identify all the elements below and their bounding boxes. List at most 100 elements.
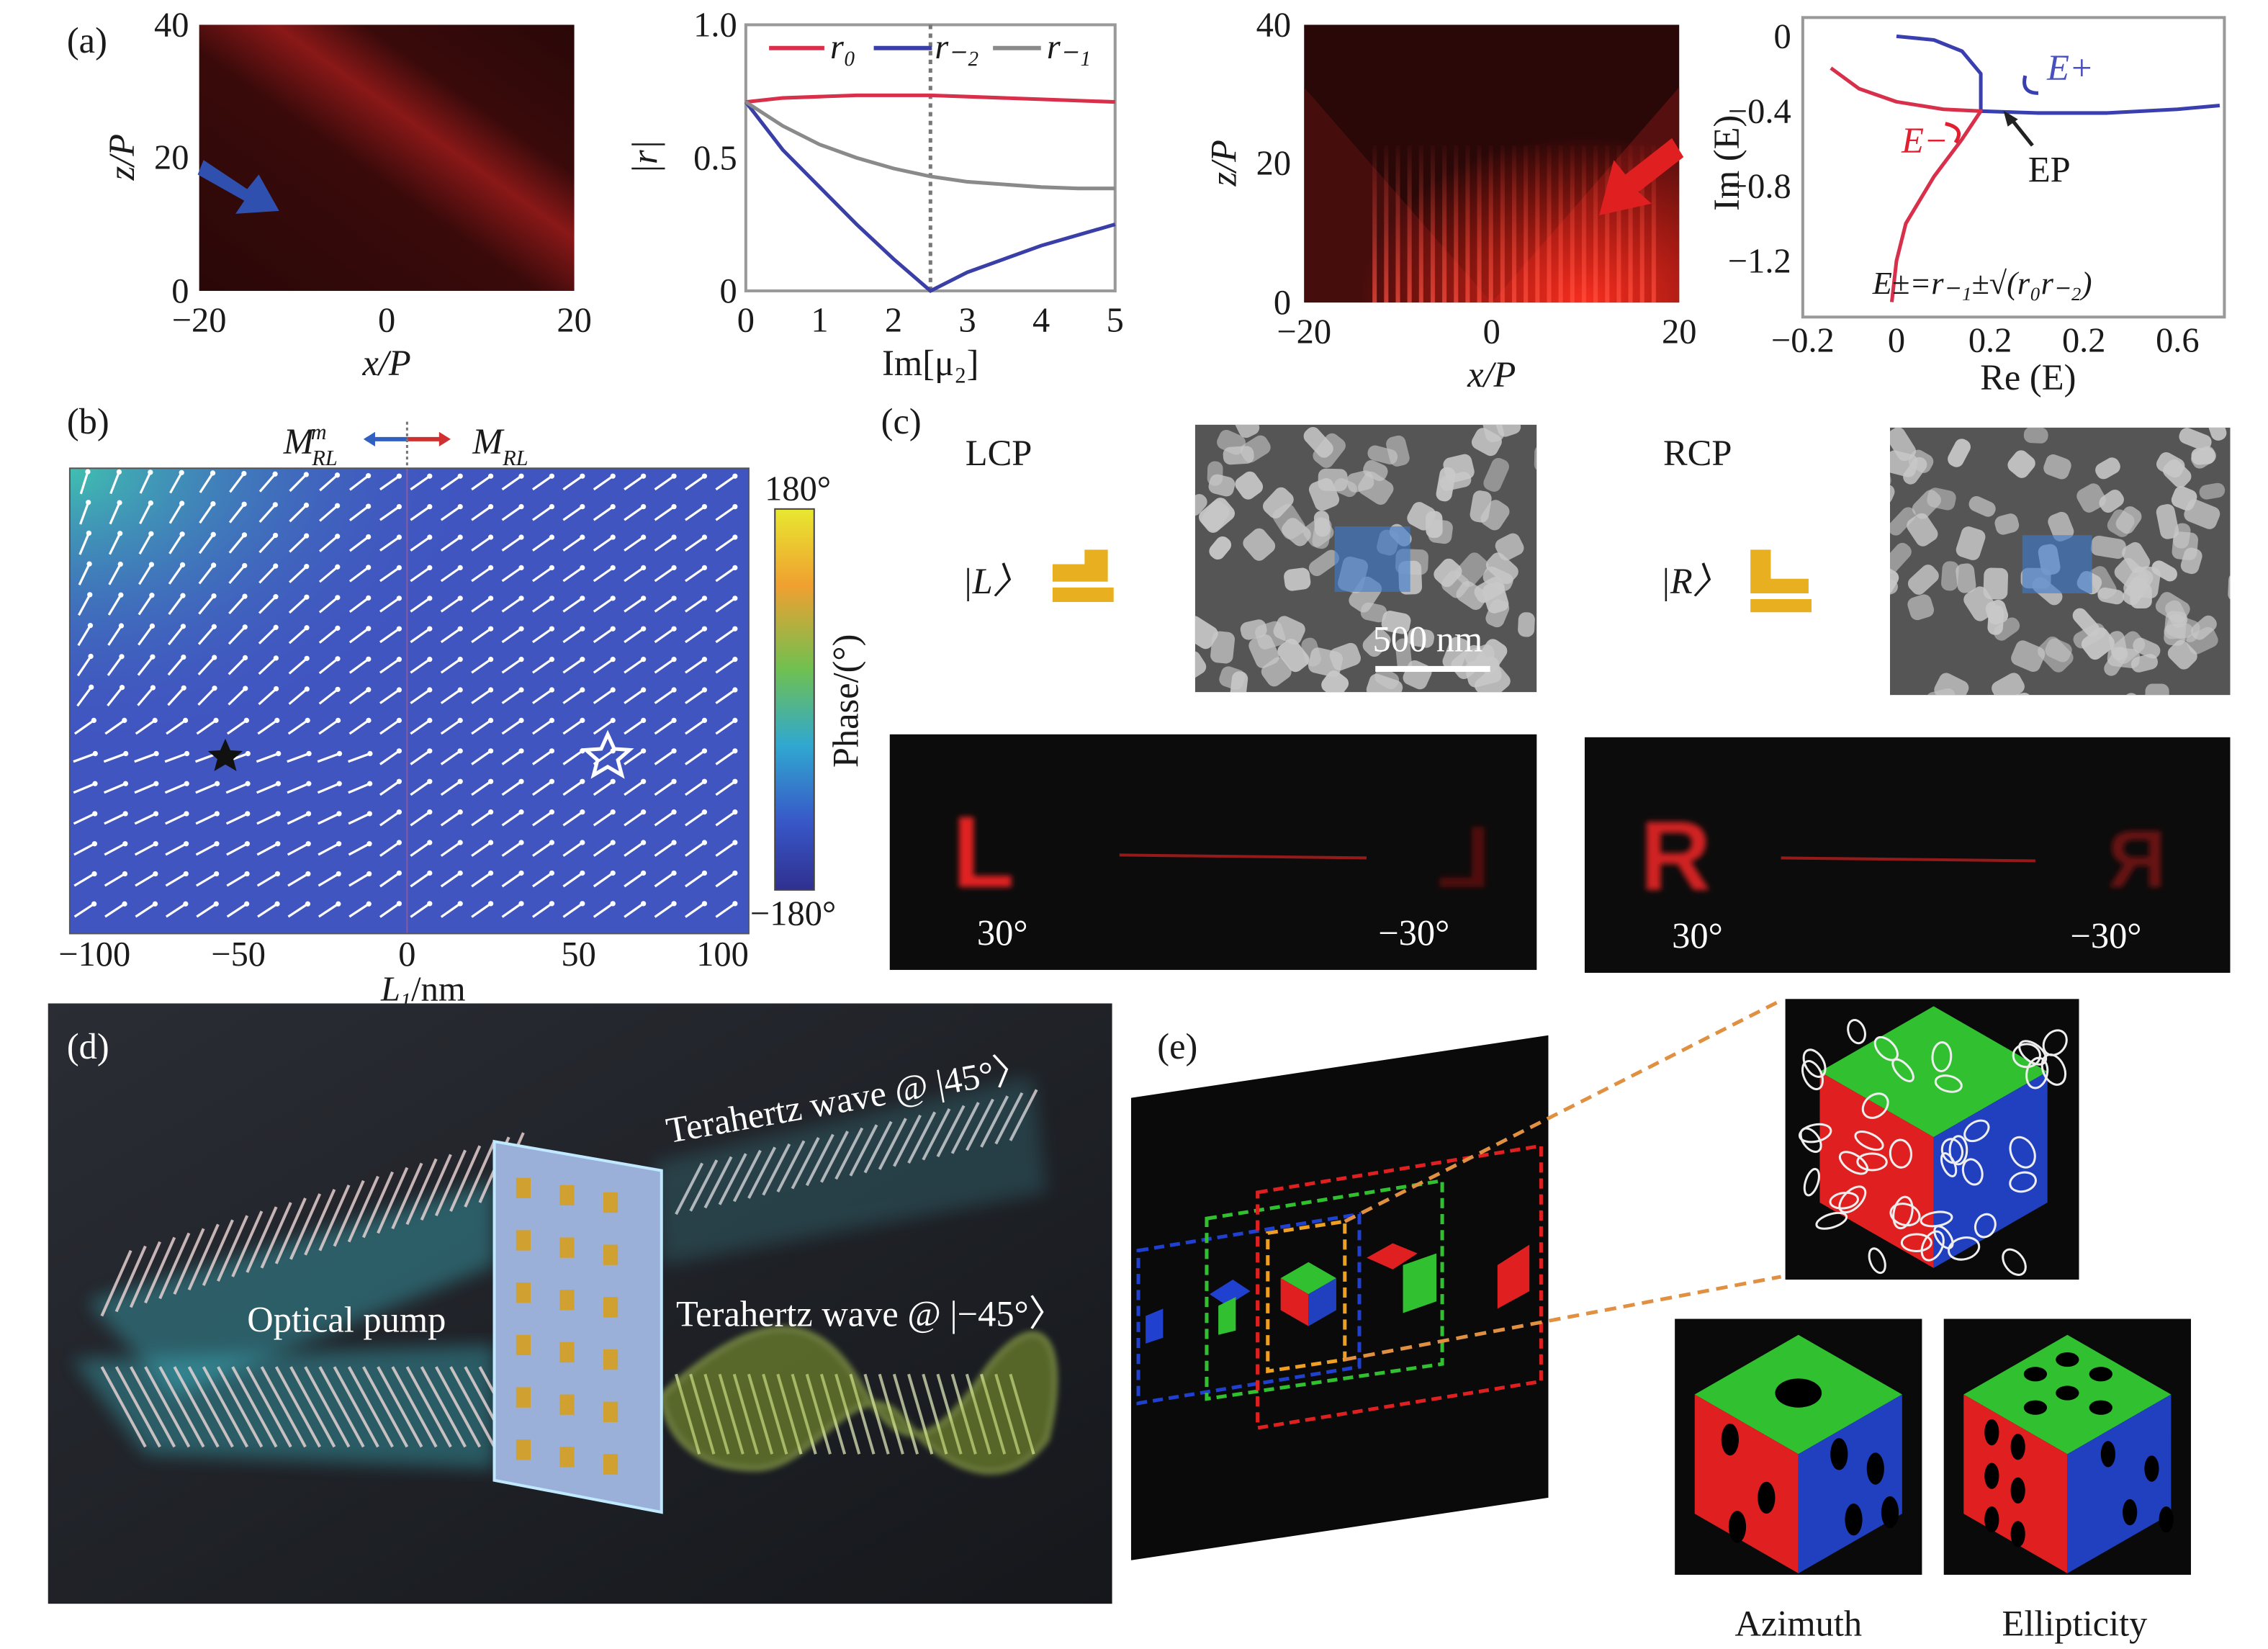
- field-arrow: [134, 843, 156, 856]
- x-tick: 0.2: [2062, 322, 2106, 360]
- field-arrow: [440, 719, 462, 735]
- field-arrowhead: [366, 871, 372, 877]
- nanostructure: [1367, 445, 1398, 464]
- field-arrow: [258, 473, 276, 493]
- field-arrowhead: [242, 624, 248, 630]
- nanostructure: [1907, 513, 1938, 547]
- polarization-ellipse: [1974, 1213, 1997, 1239]
- hologram-streak: [1781, 856, 2035, 863]
- nanostructure: [1464, 644, 1495, 667]
- field-arrow: [256, 873, 279, 887]
- polarization-ellipse: [1948, 1135, 1968, 1166]
- nanostructure: [2165, 600, 2188, 628]
- field-arrow: [289, 504, 307, 523]
- field-arrow: [532, 902, 553, 918]
- field-arrow: [107, 594, 122, 616]
- field-arrowhead: [487, 717, 494, 724]
- field-arrowhead: [116, 469, 122, 475]
- polarization-ellipse: [1947, 1236, 1981, 1261]
- field-arrow: [73, 752, 96, 763]
- nanostructure: [1194, 616, 1218, 650]
- field-arrow: [624, 750, 644, 765]
- field-arrowhead: [640, 901, 647, 907]
- nanostructure: [1992, 673, 2025, 696]
- x-tick: 0: [1888, 322, 1905, 360]
- field-arrowhead: [150, 685, 156, 691]
- arrowhead-left-icon: [363, 431, 375, 446]
- field-arrowhead: [304, 655, 310, 661]
- field-arrowhead: [273, 686, 279, 692]
- field-arrow: [654, 688, 675, 704]
- nanostructure: [2179, 428, 2212, 451]
- field-arrow: [195, 843, 217, 856]
- field-arrowhead: [245, 811, 251, 817]
- field-arrowhead: [732, 657, 738, 662]
- field-arrow: [379, 658, 400, 674]
- field-arrow: [198, 595, 215, 615]
- field-arrowhead: [640, 503, 647, 510]
- field-arrowhead: [336, 811, 342, 817]
- field-arrowhead: [275, 811, 281, 817]
- field-arrowhead: [640, 748, 647, 754]
- field-arrowhead: [671, 809, 677, 815]
- field-arrowhead: [518, 503, 524, 510]
- nanostructure: [2171, 486, 2197, 511]
- field-arrow: [593, 811, 614, 827]
- field-arrowhead: [518, 840, 524, 845]
- y-tick: 0: [171, 272, 189, 310]
- field-arrow: [715, 627, 736, 644]
- field-arrowhead: [366, 901, 372, 907]
- wave-stripe: [274, 1366, 322, 1448]
- field-arrow: [379, 688, 400, 704]
- x-tick: 4: [1032, 301, 1050, 339]
- mode-sub: RL: [311, 446, 337, 470]
- field-arrow: [138, 564, 153, 585]
- field-arrow: [593, 719, 614, 735]
- field-arrow: [685, 902, 706, 918]
- nanostructure: [1983, 567, 2009, 600]
- field-arrowhead: [396, 748, 402, 754]
- dice-pip: [2010, 1434, 2025, 1460]
- nanostructure: [1890, 579, 1898, 599]
- x-tick: 0: [378, 301, 395, 339]
- nanostructure: [1471, 428, 1502, 457]
- field-arrow: [134, 782, 157, 794]
- field-arrowhead: [701, 901, 708, 907]
- field-arrowhead: [153, 750, 159, 757]
- field-arrowhead: [487, 840, 494, 845]
- field-arrow: [501, 627, 522, 644]
- field-arrowhead: [184, 750, 190, 757]
- field-arrowhead: [457, 565, 463, 571]
- field-arrow: [196, 719, 217, 735]
- field-arrowhead: [214, 841, 220, 847]
- field-arrowhead: [149, 623, 156, 629]
- wave-stripe: [318, 1184, 351, 1252]
- zoom-line-top: [1344, 999, 1782, 1223]
- polarization-ellipse: [2042, 1029, 2068, 1056]
- field-arrowhead: [334, 503, 341, 508]
- nanostructure: [2199, 482, 2226, 500]
- field-arrow: [532, 841, 553, 857]
- field-arrowhead: [367, 781, 373, 786]
- field-arrow: [410, 475, 431, 491]
- polarization-ellipse: [1798, 1123, 1832, 1143]
- nanostructure: [1333, 478, 1357, 498]
- field-arrow: [348, 873, 370, 887]
- field-arrow: [440, 658, 462, 674]
- hologram-letter-mirror: R: [2107, 814, 2166, 904]
- cube-fragment: [1403, 1253, 1436, 1313]
- wave-stripe: [100, 1249, 132, 1317]
- field-arrow: [471, 567, 492, 583]
- field-arrow: [318, 627, 338, 644]
- field-arrow: [562, 872, 583, 888]
- field-arrowhead: [640, 626, 647, 632]
- field-arrowhead: [305, 811, 312, 817]
- field-arrow: [225, 812, 248, 825]
- field-arrowhead: [732, 901, 738, 907]
- wave-stripe: [100, 1366, 147, 1448]
- field-arrow: [562, 902, 583, 918]
- field-arrow: [168, 533, 184, 554]
- nanostructure: [1890, 542, 1912, 574]
- panel-d: Terahertz wave @ |45°〉 Optical pump Tera…: [48, 1003, 1112, 1604]
- nanostructure: [1483, 457, 1509, 492]
